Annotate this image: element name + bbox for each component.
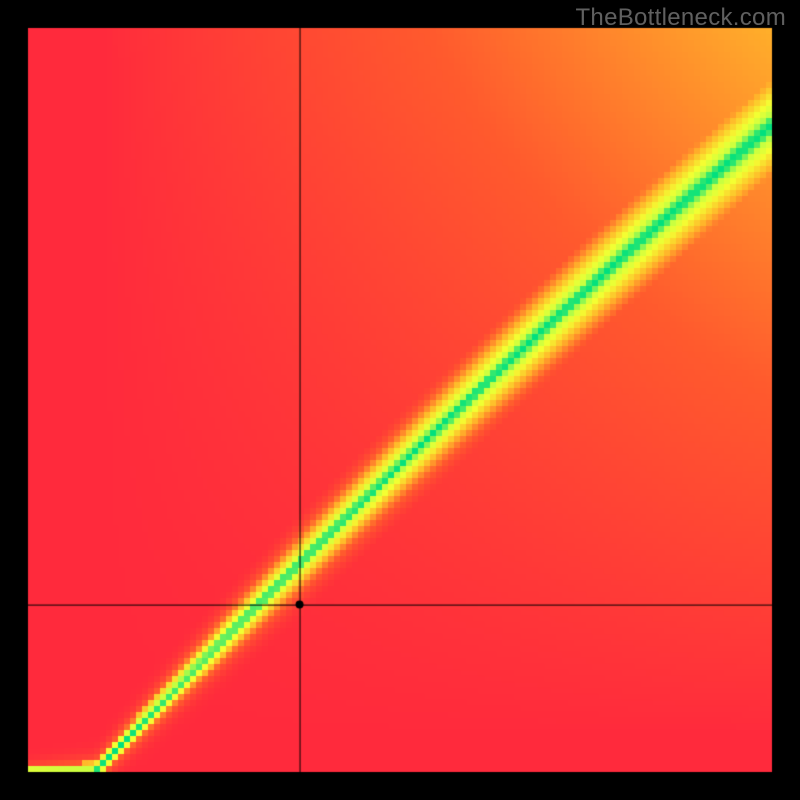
watermark-text: TheBottleneck.com <box>575 4 786 32</box>
bottleneck-heatmap <box>0 0 800 800</box>
